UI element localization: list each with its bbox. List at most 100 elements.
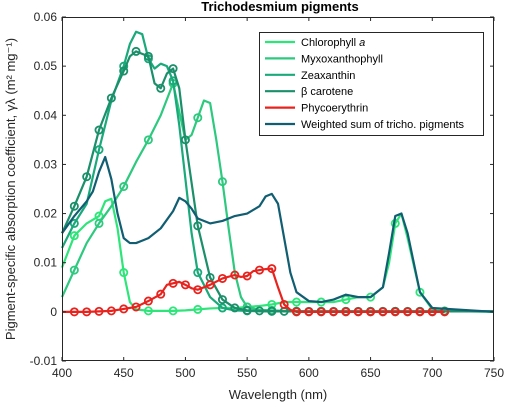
series-point <box>205 280 215 290</box>
series-point <box>119 304 129 314</box>
series-point <box>94 218 104 228</box>
series-4 <box>62 264 450 317</box>
series-point <box>403 307 413 317</box>
series-point <box>329 307 339 317</box>
series-point <box>143 306 153 316</box>
series-point <box>217 273 227 283</box>
x-tick-label: 400 <box>52 366 72 380</box>
series-point <box>242 271 252 281</box>
legend-label: Weighted sum of tricho. pigments <box>301 119 465 131</box>
series-point <box>267 306 277 316</box>
series-point <box>106 93 116 103</box>
series-point <box>292 297 302 307</box>
series-point <box>180 135 190 145</box>
y-axis-label: Pigment-specific absorption coefficient,… <box>3 38 18 340</box>
series-point <box>168 64 178 74</box>
series-point <box>279 299 289 309</box>
series-point <box>69 201 79 211</box>
y-tick-label: 0 <box>50 305 57 319</box>
series-point <box>82 307 92 317</box>
x-tick-label: 450 <box>114 366 134 380</box>
series-point <box>119 268 129 278</box>
legend-label: Chlorophyll a <box>301 37 365 49</box>
series-point <box>193 113 203 123</box>
x-axis-label: Wavelength (nm) <box>229 387 328 402</box>
legend-box <box>259 32 484 136</box>
series-line <box>60 197 495 313</box>
series-point <box>390 307 400 317</box>
legend-items: Chlorophyll a Myxoxanthophyll Zeaxanthin β … <box>265 37 465 131</box>
y-tick-label: 0.02 <box>34 207 58 221</box>
series-point <box>106 306 116 316</box>
series-5 <box>61 155 495 313</box>
series-point <box>168 306 178 316</box>
series-point <box>143 51 153 61</box>
series-point <box>69 307 79 317</box>
series-point <box>378 307 388 317</box>
legend-label: β carotene <box>301 86 353 98</box>
series-point <box>119 66 129 76</box>
series-point <box>119 182 129 192</box>
legend-label: Myxoxanthophyll <box>301 53 383 65</box>
x-tick-label: 700 <box>422 366 442 380</box>
series-point <box>82 172 92 182</box>
series-point <box>143 135 153 145</box>
series-point <box>366 307 376 317</box>
legend-label: Zeaxanthin <box>301 70 355 82</box>
series-point <box>254 265 264 275</box>
series-point <box>131 302 141 312</box>
series-point <box>193 285 203 295</box>
series-point <box>267 264 277 274</box>
legend: Chlorophyll a Myxoxanthophyll Zeaxanthin β … <box>259 32 484 136</box>
series-point <box>242 305 252 315</box>
series-point <box>193 304 203 314</box>
series-line <box>61 155 495 313</box>
legend-label: Phycoerythrin <box>301 103 368 115</box>
series-point <box>94 306 104 316</box>
series-point <box>143 296 153 306</box>
x-tick-label: 550 <box>237 366 257 380</box>
chart-title: Trichodesmium pigments <box>201 0 358 14</box>
series-point <box>69 265 79 275</box>
series-point <box>180 280 190 290</box>
series-point <box>193 268 203 278</box>
series-point <box>69 218 79 228</box>
x-tick-label: 650 <box>361 366 381 380</box>
plot-frame <box>62 17 494 361</box>
series-point <box>168 278 178 288</box>
y-tick-label: -0.01 <box>30 354 58 368</box>
series-point <box>69 231 79 241</box>
series-point <box>156 83 166 93</box>
x-tick-label: 750 <box>484 366 504 380</box>
axis-layer: 400 450 500 550 600 650 700 750 -0.01 0 0.01 0.02 0.… <box>30 10 505 380</box>
series-point <box>316 307 326 317</box>
x-tick-label: 600 <box>299 366 319 380</box>
series-line <box>62 267 445 313</box>
series-point <box>193 221 203 231</box>
series-point <box>94 125 104 135</box>
series-point <box>304 307 314 317</box>
series-point <box>341 307 351 317</box>
y-tick-label: 0.03 <box>34 157 58 171</box>
series-0 <box>60 197 495 316</box>
x-tick-label: 500 <box>175 366 195 380</box>
series-point <box>353 307 363 317</box>
series-point <box>217 177 227 187</box>
y-tick-label: 0.01 <box>34 256 58 270</box>
series-point <box>217 295 227 305</box>
series-point <box>230 303 240 313</box>
series-point <box>131 46 141 56</box>
y-tick-label: 0.06 <box>34 10 58 24</box>
y-tick-label: 0.05 <box>34 59 58 73</box>
series-point <box>156 289 166 299</box>
series-point <box>341 295 351 305</box>
series-point <box>230 270 240 280</box>
series-layer <box>60 30 495 317</box>
series-point <box>254 306 264 316</box>
series-point <box>415 307 425 317</box>
series-point <box>292 307 302 317</box>
series-point <box>217 303 227 313</box>
series-point <box>94 145 104 155</box>
y-tick-label: 0.04 <box>34 108 58 122</box>
